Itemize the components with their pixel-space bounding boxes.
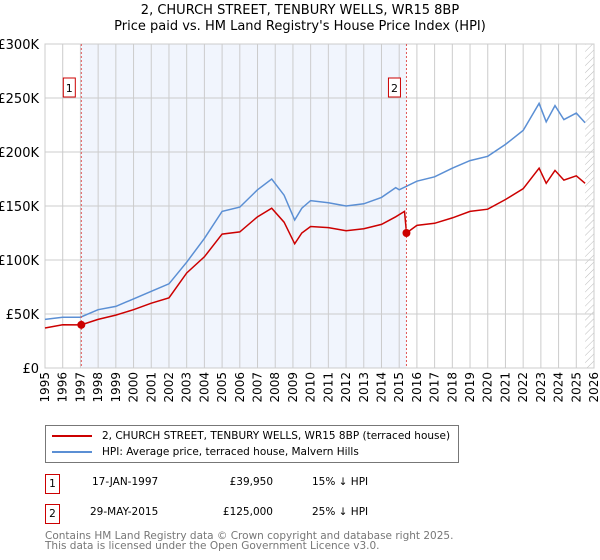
plot-border	[44, 43, 595, 369]
transaction-price: £39,950	[229, 476, 273, 488]
x-tick-label: 2010	[304, 372, 318, 403]
legend-swatch-red	[52, 435, 92, 437]
chart-legend: 2, CHURCH STREET, TENBURY WELLS, WR15 8B…	[45, 425, 459, 463]
event-badge-label: 2	[391, 82, 398, 95]
x-tick-label: 1996	[56, 372, 70, 403]
x-tick-label: 2004	[197, 372, 211, 403]
legend-label: HPI: Average price, terraced house, Malv…	[102, 446, 359, 458]
event-badge	[387, 77, 401, 98]
transaction-badge: 2	[45, 504, 60, 524]
footer-line-2: This data is licensed under the Open Gov…	[45, 540, 380, 552]
x-tick-label: 1998	[91, 372, 105, 403]
x-tick-label: 2021	[498, 372, 512, 403]
x-tick-label: 2026	[587, 372, 600, 403]
y-tick-label: £50K	[6, 308, 40, 323]
transaction-hpi-diff: 25% ↓ HPI	[312, 506, 369, 518]
x-tick-label: 2006	[233, 372, 247, 403]
series-line	[44, 166, 586, 329]
x-tick-label: 2016	[410, 372, 424, 403]
x-tick-label: 2012	[339, 372, 353, 403]
x-tick-label: 2001	[144, 372, 158, 403]
transaction-price: £125,000	[222, 506, 273, 518]
x-tick-label: 2009	[286, 372, 300, 403]
sale-point	[402, 229, 411, 237]
line-chart: 1 2 £0 £50K £100K £150K £200K £250K £300K 1995 199…	[0, 38, 600, 403]
sale-point	[77, 320, 86, 329]
x-tick-label: 2020	[481, 372, 495, 403]
transaction-hpi-diff: 15% ↓ HPI	[312, 476, 369, 488]
x-tick-label: 1997	[73, 372, 87, 403]
y-tick-label: £200K	[0, 146, 39, 161]
footer-attribution: Contains HM Land Registry data © Crown c…	[45, 530, 454, 552]
chart-title: 2, CHURCH STREET, TENBURY WELLS, WR15 8B…	[140, 3, 460, 18]
x-tick-label: 2005	[215, 372, 229, 403]
x-tick-label: 2013	[357, 372, 371, 403]
transaction-date: 29-MAY-2015	[90, 506, 159, 518]
event-badge	[62, 77, 76, 98]
transaction-date: 17-JAN-1997	[92, 476, 159, 488]
transaction-badge: 1	[45, 474, 60, 494]
x-tick-label: 2007	[251, 372, 265, 403]
x-tick-label: 2015	[392, 372, 406, 403]
legend-item-property: 2, CHURCH STREET, TENBURY WELLS, WR15 8B…	[52, 428, 450, 444]
event-badge-label: 1	[66, 82, 73, 95]
x-tick-label: 2023	[534, 372, 548, 403]
x-tick-label: 2025	[569, 372, 583, 403]
x-tick-label: 1995	[38, 372, 52, 403]
legend-item-hpi: HPI: Average price, terraced house, Malv…	[52, 444, 359, 460]
x-tick-label: 2022	[516, 372, 530, 403]
legend-label: 2, CHURCH STREET, TENBURY WELLS, WR15 8B…	[102, 430, 451, 442]
y-tick-label: £150K	[0, 200, 39, 215]
x-tick-label: 1999	[109, 372, 123, 403]
x-tick-label: 2014	[374, 372, 388, 403]
x-tick-label: 2011	[321, 372, 335, 403]
x-tick-label: 2000	[127, 372, 141, 403]
x-tick-label: 2018	[445, 372, 459, 403]
x-tick-label: 2003	[180, 372, 194, 403]
y-tick-label: £0	[22, 362, 39, 377]
y-tick-label: £300K	[0, 38, 39, 53]
series-line	[44, 101, 586, 321]
chart-subtitle: Price paid vs. HM Land Registry's House …	[114, 19, 486, 34]
x-tick-label: 2017	[428, 372, 442, 403]
y-tick-label: £250K	[0, 92, 39, 107]
x-tick-label: 2019	[463, 372, 477, 403]
x-tick-label: 2008	[268, 372, 282, 403]
x-tick-label: 2024	[552, 372, 566, 403]
footer-line-1: Contains HM Land Registry data © Crown c…	[45, 530, 454, 542]
x-tick-label: 2002	[162, 372, 176, 403]
y-tick-label: £100K	[0, 254, 39, 269]
legend-swatch-blue	[52, 451, 92, 453]
